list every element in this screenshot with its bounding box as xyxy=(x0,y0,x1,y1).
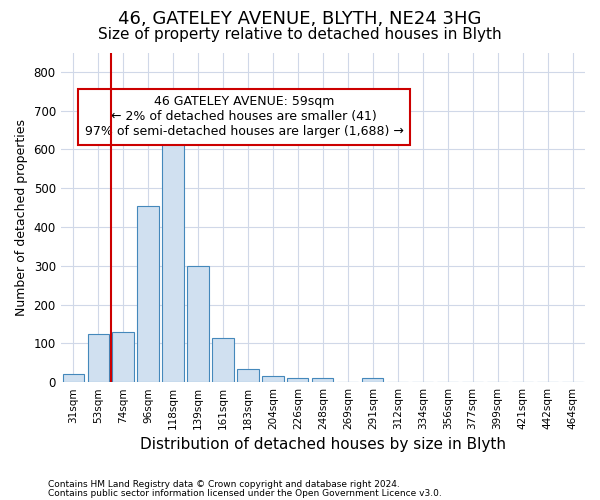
Bar xyxy=(163,126,184,382)
Bar xyxy=(187,266,209,382)
Bar xyxy=(137,206,158,382)
Text: Size of property relative to detached houses in Blyth: Size of property relative to detached ho… xyxy=(98,28,502,42)
Text: 46, GATELEY AVENUE, BLYTH, NE24 3HG: 46, GATELEY AVENUE, BLYTH, NE24 3HG xyxy=(118,10,482,28)
Bar xyxy=(112,332,134,382)
Text: 46 GATELEY AVENUE: 59sqm
← 2% of detached houses are smaller (41)
97% of semi-de: 46 GATELEY AVENUE: 59sqm ← 2% of detache… xyxy=(85,96,404,138)
Bar xyxy=(238,368,259,382)
Bar xyxy=(62,374,84,382)
Text: Contains public sector information licensed under the Open Government Licence v3: Contains public sector information licen… xyxy=(48,488,442,498)
Y-axis label: Number of detached properties: Number of detached properties xyxy=(15,119,28,316)
Bar xyxy=(312,378,334,382)
Bar xyxy=(362,378,383,382)
Bar xyxy=(88,334,109,382)
Bar xyxy=(287,378,308,382)
Text: Contains HM Land Registry data © Crown copyright and database right 2024.: Contains HM Land Registry data © Crown c… xyxy=(48,480,400,489)
X-axis label: Distribution of detached houses by size in Blyth: Distribution of detached houses by size … xyxy=(140,438,506,452)
Bar xyxy=(212,338,233,382)
Bar xyxy=(262,376,284,382)
